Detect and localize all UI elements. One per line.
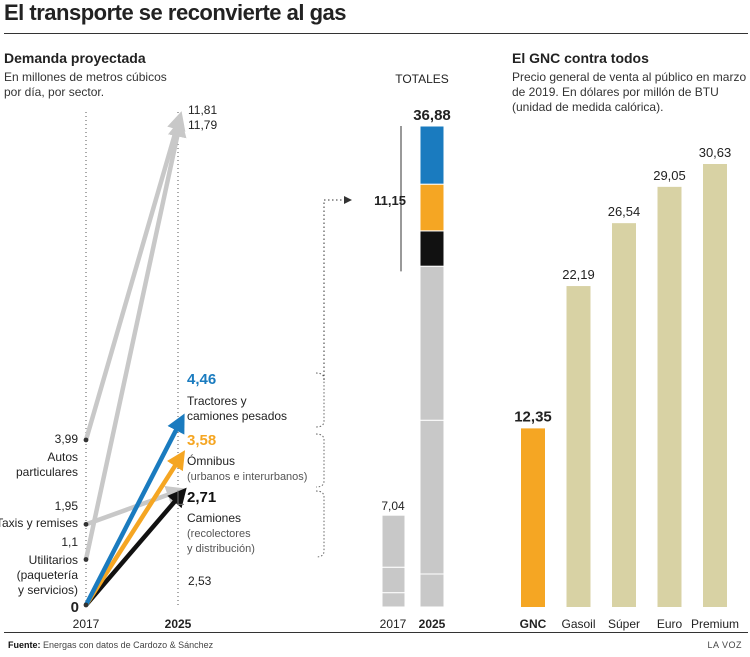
label-2025-autos-value: 11,81 [188, 103, 217, 117]
gnc-category-sper: Súper [608, 617, 640, 631]
totales-2025-segment--mnibus [419, 183, 445, 232]
right-desc-line-3: (unidad de medida calórica). [512, 100, 664, 114]
label-2025-camiones-name: Camiones [187, 511, 241, 525]
bracket-omnibus [315, 433, 325, 488]
label-origin-zero: 0 [71, 599, 79, 616]
right-desc-line-1: Precio general de venta al público en ma… [512, 70, 747, 84]
bracket-camiones [315, 490, 325, 558]
totales-x-label-2025: 2025 [419, 617, 446, 631]
left-panel-subtitle: Demanda proyectada [4, 50, 146, 66]
connector-to-bracket-total [323, 199, 344, 380]
label-2017-autos-value: 3,99 [55, 432, 79, 446]
label-2025-utilitarios-value: 11,79 [188, 118, 217, 132]
series-line-utilitarios [83, 117, 187, 560]
source-text: Energas con datos de Cardozo & Sánchez [43, 640, 214, 650]
right-panel-subtitle: El GNC contra todos [512, 50, 649, 66]
totales-2025-segment-autos-particulares [419, 265, 445, 421]
dot-2017-autos [83, 437, 89, 443]
gnc-value-sper: 26,54 [608, 204, 641, 219]
left-desc-line-2: por día, por sector. [4, 85, 105, 99]
totales-x-label-2017: 2017 [380, 617, 407, 631]
label-2025-camiones-sub-2: y distribución) [187, 543, 255, 555]
label-2025-omnibus-sub: (urbanos e interurbanos) [187, 471, 307, 483]
gnc-value-premium: 30,63 [699, 145, 732, 160]
label-2017-utilitarios-name: Utilitarios [29, 553, 78, 567]
totales-2025-segment-utilitarios [419, 419, 445, 575]
gnc-bar-premium [703, 164, 727, 607]
label-2025-tractores-name-2: camiones pesados [187, 409, 287, 423]
totales-2025-segment-taxis-y-remises [419, 573, 445, 608]
label-2025-camiones-sub-1: (recolectores [187, 528, 251, 540]
totales-2017-segment-1 [381, 566, 406, 594]
label-2017-autos-name-1: Autos [47, 450, 78, 464]
taxis-2025-leader [177, 490, 184, 505]
totales-2025-segment-camiones [419, 230, 445, 267]
label-2017-utilitarios-sub-2: y servicios) [18, 583, 78, 597]
right-panel-description: Precio general de venta al público en ma… [512, 70, 746, 115]
gnc-value-gnc: 12,35 [514, 408, 552, 425]
gnc-value-gasoil: 22,19 [562, 267, 595, 282]
series-line-camiones [84, 487, 187, 607]
dot-2017-utilitarios [83, 557, 89, 562]
label-2017-utilitarios-value: 1,1 [61, 535, 78, 549]
label-2025-camiones-value: 2,71 [187, 489, 216, 506]
label-2017-taxis-value: 1,95 [55, 499, 79, 513]
series-line-autos-particulares [83, 111, 186, 441]
dot-2017-taxis [83, 521, 89, 527]
totales-2017-segment-0 [381, 592, 406, 608]
totales-2025-value: 36,88 [413, 107, 451, 124]
footer-source: Fuente: Energas con datos de Cardozo & S… [8, 640, 213, 650]
dot-2017-origin [83, 602, 89, 608]
totales-2017-value: 7,04 [381, 499, 405, 513]
label-2025-omnibus-name: Ómnibus [187, 453, 235, 468]
gnc-value-euro: 29,05 [653, 168, 686, 183]
bracket-tractores [315, 372, 325, 428]
series-line-tractores [83, 413, 185, 607]
gnc-category-gasoil: Gasoil [561, 617, 595, 631]
gnc-bar-euro [657, 186, 682, 608]
left-panel-description: En millones de metros cúbicos por día, p… [4, 70, 167, 100]
connector-arrowhead [344, 196, 352, 204]
label-2017-utilitarios-sub-1: (paquetería [17, 568, 79, 582]
totales-2025-segment-tractores-y-camiones-pesados [419, 125, 445, 185]
gnc-category-gnc: GNC [520, 617, 547, 631]
label-2017-autos-name-2: particulares [16, 465, 78, 479]
x-label-2017: 2017 [73, 617, 100, 631]
label-2025-taxis-value: 2,53 [188, 574, 212, 588]
gnc-category-premium: Premium [691, 617, 739, 631]
totales-2017-segment-2 [381, 514, 406, 568]
footer-rule [4, 632, 748, 633]
left-desc-line-1: En millones de metros cúbicos [4, 70, 167, 84]
series-line-omnibus [84, 450, 186, 607]
page-title: El transporte se reconvierte al gas [4, 0, 347, 25]
series-line-taxis-y-remises [85, 485, 186, 527]
label-2025-tractores-value: 4,46 [187, 371, 216, 388]
right-desc-line-2: de 2019. En dólares por millón de BTU [512, 85, 719, 99]
gnc-bar-sper [612, 223, 636, 607]
label-2025-omnibus-value: 3,58 [187, 432, 216, 449]
title-rule [4, 33, 748, 34]
source-label: Fuente: [8, 640, 41, 650]
bracket-value: 11,15 [374, 193, 406, 208]
gnc-bar-gnc [521, 428, 545, 607]
label-2017-taxis-name: Taxis y remises [0, 516, 78, 530]
gnc-bar-gasoil [566, 286, 591, 607]
footer-credit: LA VOZ [707, 640, 742, 650]
x-label-2025: 2025 [165, 617, 192, 631]
label-2025-tractores-name-1: Tractores y [187, 394, 247, 408]
gnc-category-euro: Euro [657, 617, 683, 631]
totales-header: TOTALES [395, 72, 449, 86]
